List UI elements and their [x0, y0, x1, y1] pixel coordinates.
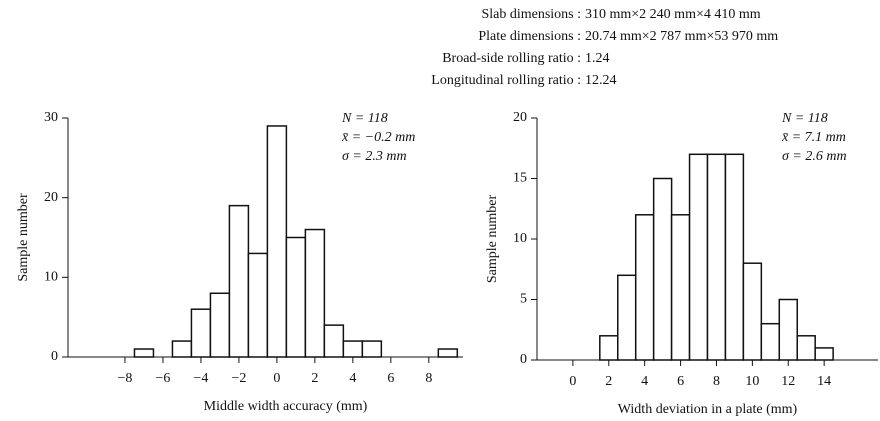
y-axis-label: Sample number: [16, 193, 31, 282]
y-tick-label: 20: [513, 110, 527, 125]
y-tick-label: 0: [520, 352, 527, 367]
bar: [742, 262, 763, 361]
x-tick-label: 8: [425, 371, 432, 386]
x-axis-label: Width deviation in a plate (mm): [618, 402, 798, 417]
x-tick-label: 0: [569, 374, 576, 389]
stat: σ = 2.6 mm: [782, 149, 847, 164]
stat: N = 118: [781, 111, 828, 126]
bar: [778, 298, 798, 361]
y-tick-label: 0: [51, 349, 58, 364]
x-tick-label: 6: [677, 374, 684, 389]
bar: [247, 252, 269, 358]
header-value: 1.24: [585, 51, 610, 66]
x-tick-label: 0: [273, 371, 280, 386]
bar: [304, 228, 326, 358]
bar: [634, 214, 655, 361]
bar: [266, 125, 288, 358]
bar: [652, 177, 673, 361]
bar: [437, 348, 459, 358]
y-axis-label: Sample number: [485, 195, 500, 284]
x-tick-label: 10: [745, 374, 759, 389]
bar: [133, 348, 155, 358]
bar: [361, 340, 383, 358]
y-tick-label: 20: [44, 190, 58, 205]
x-tick-label: 2: [605, 374, 612, 389]
x-tick-label: 12: [781, 374, 795, 389]
bar: [171, 340, 193, 358]
x-tick-label: 14: [817, 374, 831, 389]
bar: [724, 153, 745, 361]
x-tick-label: −4: [193, 371, 208, 386]
header-label: Slab dimensions :: [481, 7, 581, 22]
x-tick-label: 4: [641, 374, 648, 389]
x-tick-label: −6: [155, 371, 170, 386]
y-tick-label: 5: [520, 292, 527, 307]
bar: [706, 153, 727, 361]
y-tick-label: 10: [44, 270, 58, 285]
stat: σ = 2.3 mm: [342, 149, 407, 164]
header-value: 310 mm×2 240 mm×4 410 mm: [585, 7, 761, 22]
bar: [688, 153, 709, 361]
bar: [599, 335, 619, 361]
x-tick-label: 6: [387, 371, 394, 386]
bar: [760, 322, 781, 361]
bar: [285, 236, 307, 358]
header-value: 20.74 mm×2 787 mm×53 970 mm: [585, 29, 778, 44]
x-axis-label: Middle width accuracy (mm): [204, 399, 368, 414]
stat: x̄ = −0.2 mm: [341, 130, 415, 145]
x-tick-label: −2: [231, 371, 246, 386]
bar: [323, 324, 345, 358]
stat: x̄ = 7.1 mm: [781, 130, 846, 145]
x-tick-label: 2: [311, 371, 318, 386]
bar: [670, 214, 691, 361]
bar: [190, 308, 212, 358]
y-tick-label: 10: [513, 231, 527, 246]
y-tick-label: 30: [44, 110, 58, 125]
x-tick-label: 8: [713, 374, 720, 389]
y-tick-label: 15: [513, 171, 527, 186]
header-label: Plate dimensions :: [478, 29, 581, 44]
stat: N = 118: [341, 111, 388, 126]
header-value: 12.24: [585, 73, 617, 88]
bar: [342, 340, 364, 358]
bar: [796, 335, 816, 361]
bar: [209, 292, 231, 358]
x-tick-label: 4: [349, 371, 356, 386]
header-label: Broad-side rolling ratio :: [442, 51, 581, 66]
header-label: Longitudinal rolling ratio :: [431, 73, 581, 88]
bar: [228, 204, 250, 358]
x-tick-label: −8: [118, 371, 133, 386]
bar: [814, 347, 834, 361]
bar: [617, 274, 637, 361]
